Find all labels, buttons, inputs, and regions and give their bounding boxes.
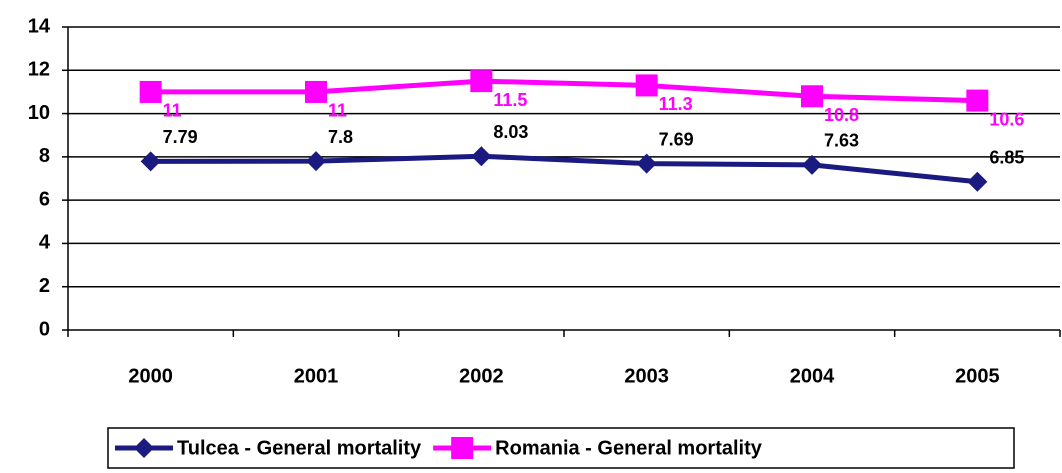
data-label: 7.69 [659, 129, 694, 149]
y-tick-label: 10 [28, 102, 50, 124]
legend-box [107, 427, 1015, 469]
x-tick-label: 2003 [624, 365, 669, 387]
y-tick-label: 14 [28, 15, 51, 37]
data-label: 7.63 [824, 131, 859, 151]
point-marker [306, 151, 326, 172]
y-tick-label: 2 [39, 275, 50, 297]
data-label: 10.6 [989, 109, 1024, 129]
data-label: 11 [163, 101, 182, 121]
x-tick-label: 2002 [459, 365, 504, 387]
data-label: 6.85 [989, 147, 1024, 167]
point-marker [139, 80, 162, 103]
y-tick-label: 4 [39, 232, 51, 254]
point-marker [471, 146, 492, 167]
x-tick-label: 2001 [294, 365, 339, 387]
legend-label: Tulcea - General mortality [177, 437, 422, 459]
data-label: 8.03 [493, 122, 528, 142]
point-marker [802, 154, 822, 175]
point-marker [140, 151, 161, 172]
point-marker [636, 153, 657, 174]
point-marker [967, 171, 988, 192]
x-tick-label: 2005 [955, 365, 1000, 387]
point-marker [470, 70, 493, 93]
data-label: 11.5 [493, 90, 527, 110]
point-marker [305, 80, 327, 103]
point-marker [635, 74, 658, 97]
data-label: 7.8 [328, 127, 353, 147]
y-tick-label: 12 [28, 59, 50, 81]
x-tick-label: 2000 [128, 365, 173, 387]
y-tick-label: 0 [39, 318, 50, 340]
legend-label: Romania - General mortality [495, 437, 763, 459]
point-marker [966, 89, 989, 112]
data-label: 10.8 [824, 105, 859, 125]
legend-marker [451, 437, 474, 459]
series-line [150, 153, 978, 185]
point-marker [801, 85, 823, 108]
x-tick-label: 2004 [790, 365, 835, 387]
legend-marker [134, 438, 154, 458]
series-line [150, 78, 978, 104]
data-label: 7.79 [163, 127, 198, 147]
data-label: 11.3 [659, 94, 693, 114]
data-label: 11 [328, 101, 347, 121]
y-tick-label: 8 [39, 145, 50, 167]
y-tick-label: 6 [39, 188, 50, 210]
